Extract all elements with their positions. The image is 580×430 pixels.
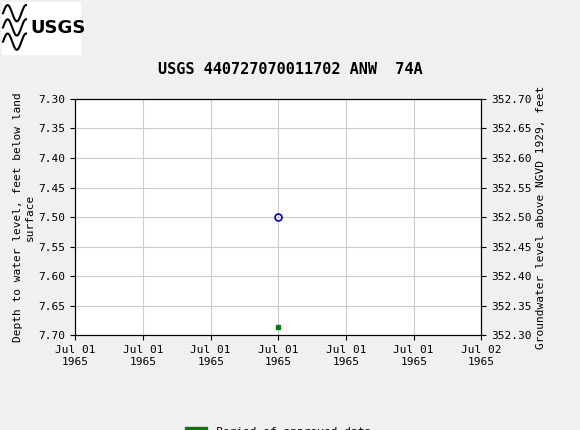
Text: USGS 440727070011702 ANW  74A: USGS 440727070011702 ANW 74A — [158, 62, 422, 77]
Text: USGS: USGS — [30, 19, 85, 37]
Bar — [2, 2, 80, 54]
Y-axis label: Depth to water level, feet below land
surface: Depth to water level, feet below land su… — [13, 92, 35, 342]
Y-axis label: Groundwater level above NGVD 1929, feet: Groundwater level above NGVD 1929, feet — [536, 86, 546, 349]
Legend: Period of approved data: Period of approved data — [181, 422, 376, 430]
